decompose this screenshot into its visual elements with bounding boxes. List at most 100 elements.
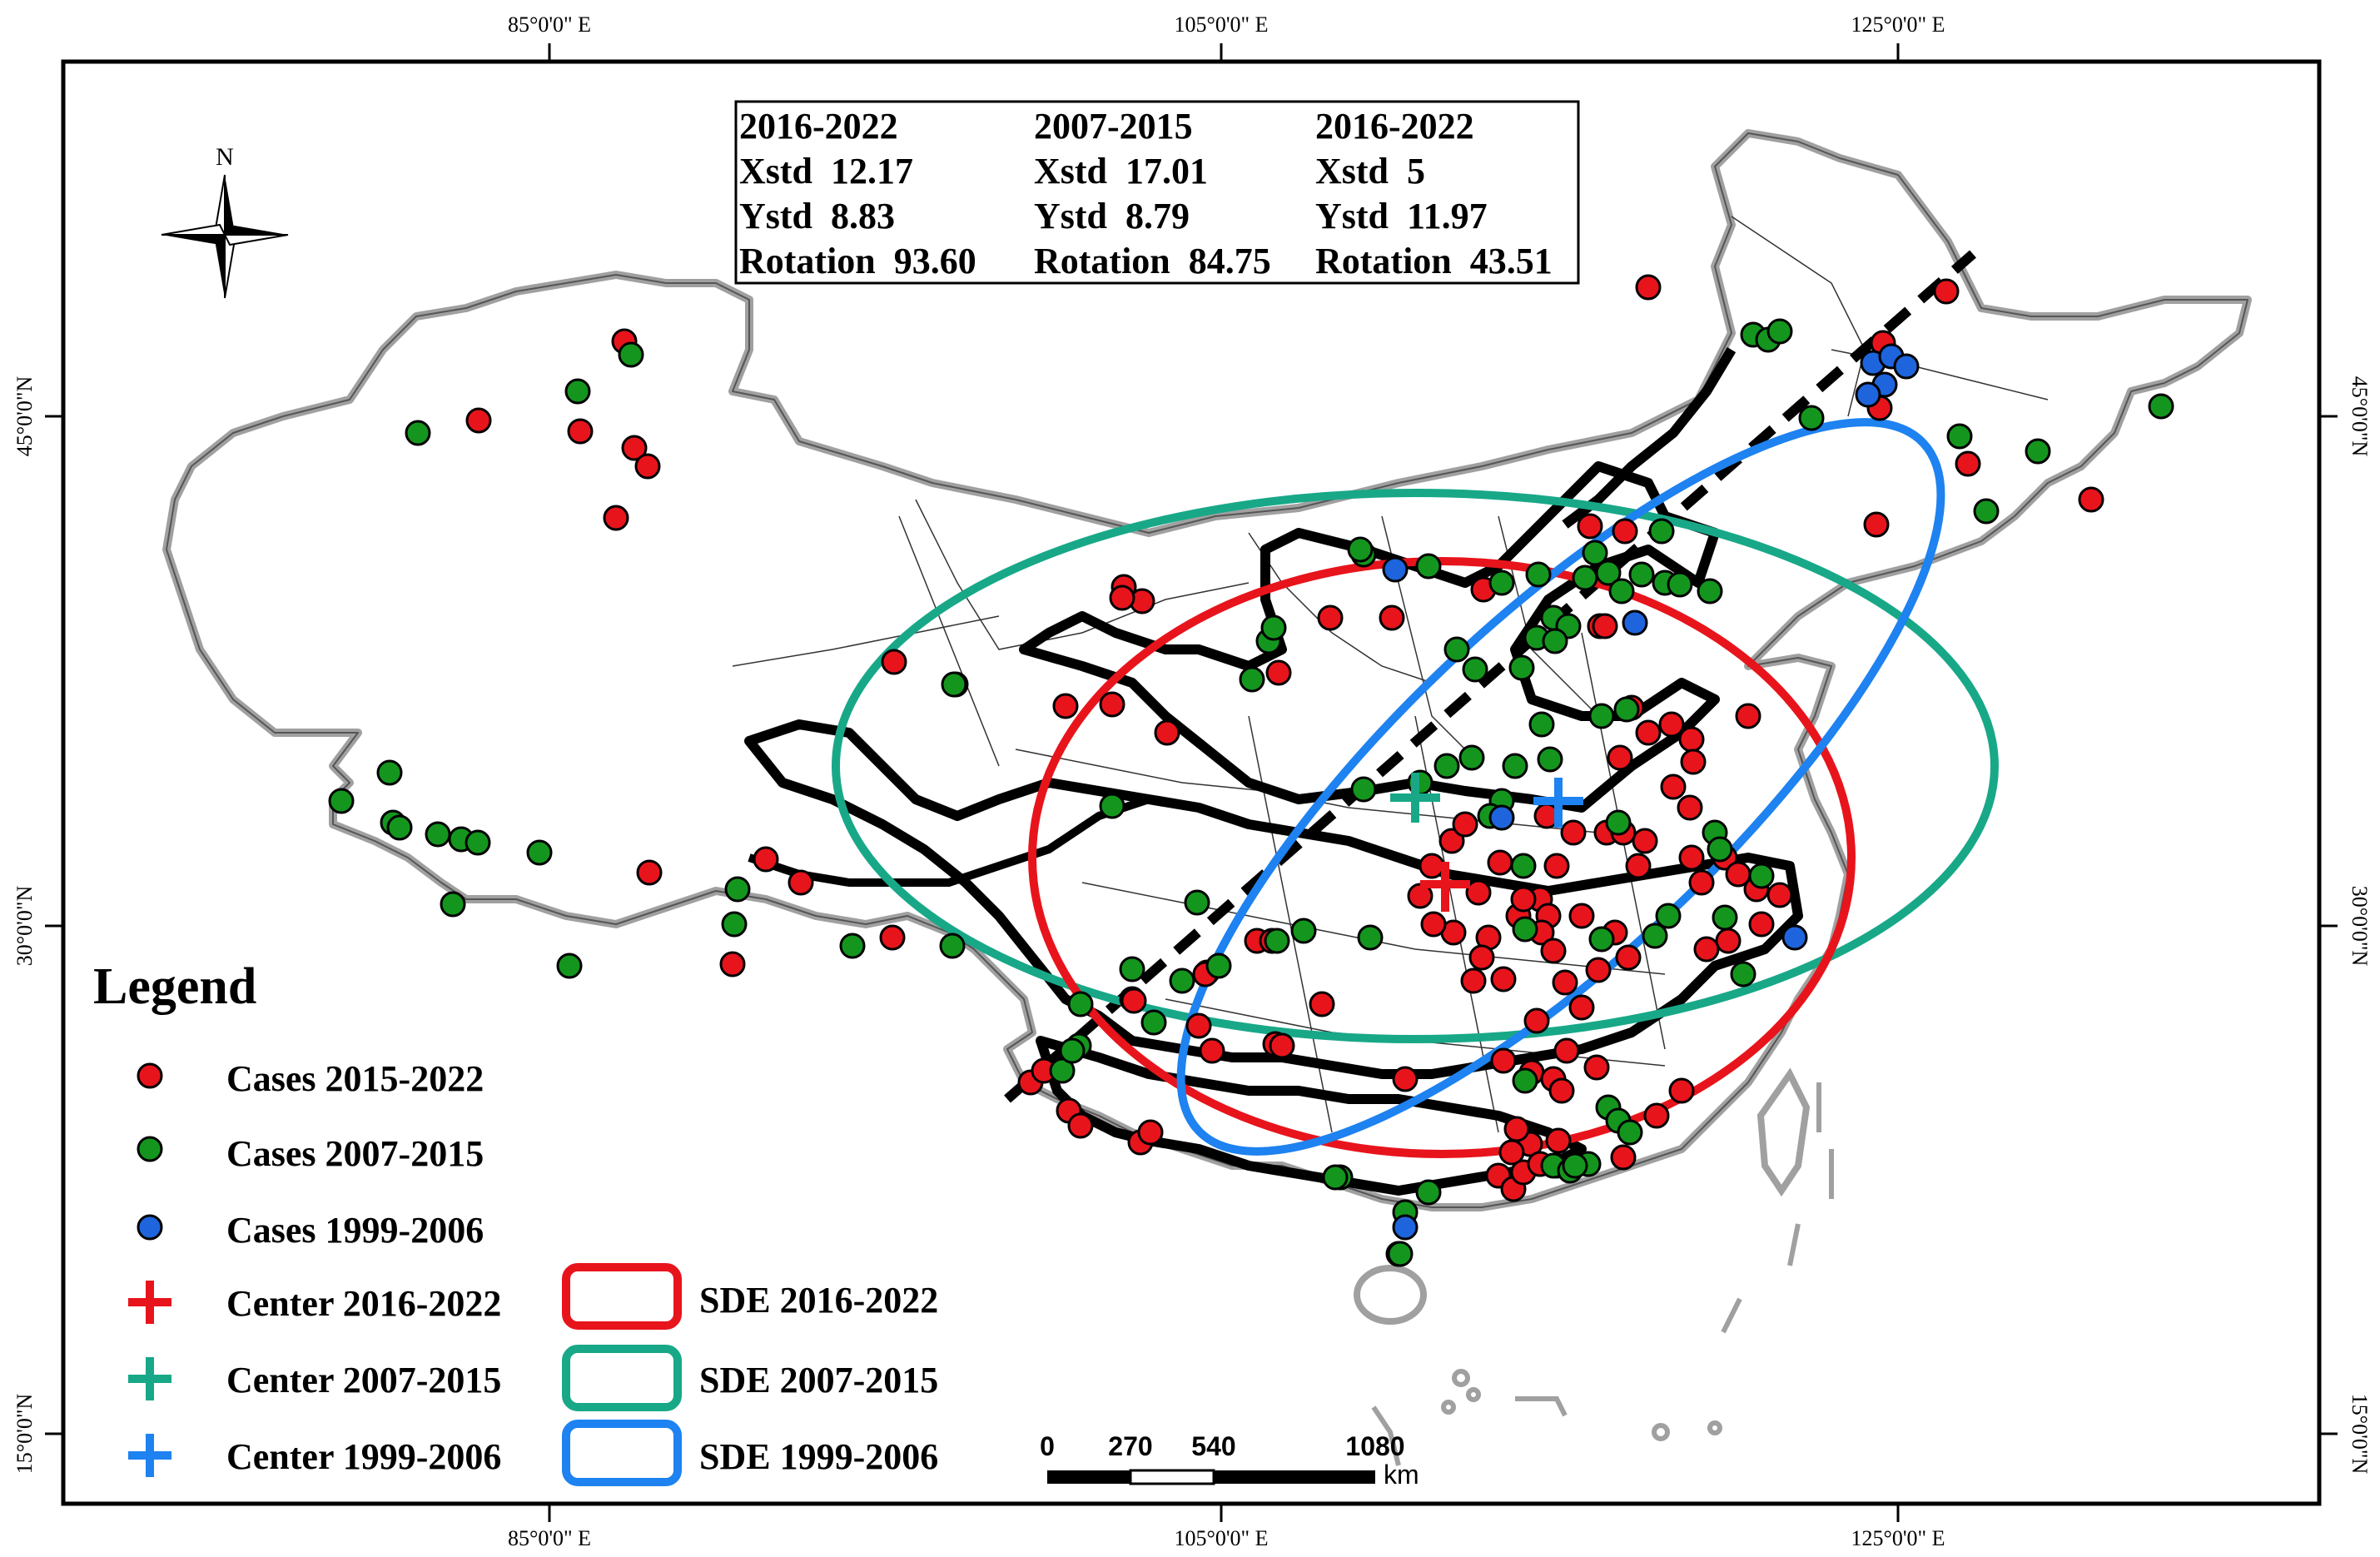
case-point	[1568, 903, 1595, 929]
case-point	[376, 759, 403, 786]
legend-red-dot-icon	[137, 1062, 163, 1089]
left-tick-15: 15°0'0"N	[12, 1394, 37, 1475]
case-point	[1588, 926, 1615, 953]
case-point	[1697, 578, 1723, 604]
stats-col1-period: 2016-2022	[739, 106, 898, 147]
legend-sde-1999-2006: SDE 1999-2006	[699, 1436, 938, 1477]
scale-bar: 0 270 540 1080 km	[1040, 1431, 1419, 1490]
case-point	[1528, 711, 1555, 738]
north-arrow: N	[161, 143, 289, 299]
case-point	[1635, 719, 1662, 746]
case-point	[1525, 561, 1552, 588]
case-point	[1239, 666, 1265, 693]
case-point	[526, 839, 553, 866]
center-2016-2022-marker	[1420, 862, 1470, 912]
case-point	[1120, 987, 1147, 1014]
case-point	[1658, 711, 1685, 738]
case-point	[1648, 518, 1675, 545]
case-point	[1265, 659, 1292, 686]
case-point	[1462, 656, 1488, 683]
case-point	[721, 911, 748, 938]
case-point	[1678, 844, 1705, 871]
case-point	[1798, 405, 1825, 431]
case-point	[879, 924, 906, 951]
case-point	[1946, 423, 1973, 450]
legend-blue-ellipse-icon	[562, 1420, 682, 1486]
case-point	[1322, 1164, 1349, 1191]
case-point	[1317, 604, 1344, 631]
case-point	[1667, 571, 1693, 598]
right-tick-30: 30°0'0"N	[2348, 886, 2372, 967]
stats-col2-xstd: Xstd 17.01	[1034, 151, 1208, 192]
case-point	[2078, 486, 2104, 513]
case-point	[1498, 1139, 1525, 1166]
case-point	[1099, 793, 1125, 819]
top-tick-85: 85°0'0" E	[508, 12, 591, 37]
case-point	[1458, 744, 1485, 771]
case-point	[465, 829, 491, 856]
tick-marks	[45, 43, 2338, 1522]
legend-green-dot-icon	[137, 1136, 163, 1162]
case-point	[1712, 904, 1738, 931]
sde-2007-2015-ellipse	[832, 489, 1999, 1043]
stats-col2-ystd: Ystd 8.79	[1034, 196, 1190, 236]
case-point	[939, 933, 966, 959]
stats-col3-xstd: Xstd 5	[1315, 151, 1425, 192]
case-point	[1707, 836, 1733, 863]
bottom-tick-105: 105°0'0" E	[1174, 1526, 1268, 1550]
stats-box-frame	[734, 100, 1580, 285]
case-point	[1655, 903, 1682, 929]
cases-2007-2015-points	[328, 318, 2174, 1267]
case-point	[1605, 809, 1632, 836]
yangtze-river-basin	[744, 719, 1803, 1079]
case-point	[1347, 536, 1374, 563]
case-point	[1433, 753, 1460, 779]
legend-sde-2007-2015: SDE 2007-2015	[699, 1360, 938, 1400]
case-point	[1748, 911, 1775, 938]
right-tick-15: 15°0'0"N	[2348, 1394, 2372, 1475]
case-point	[1537, 746, 1563, 773]
case-point	[618, 341, 644, 368]
case-point	[564, 378, 591, 405]
case-point	[465, 407, 492, 434]
sde-2016-2022-ellipse	[1028, 557, 1856, 1158]
case-point	[1730, 961, 1756, 987]
stats-col2-rotation: Rotation 84.75	[1034, 241, 1271, 281]
case-point	[1615, 944, 1642, 971]
china-outline-inner	[166, 132, 2248, 1208]
case-point	[1309, 991, 1335, 1017]
case-point	[1512, 1067, 1538, 1094]
stats-col3-period: 2016-2022	[1315, 106, 1474, 147]
case-point	[1781, 924, 1808, 951]
case-point	[567, 418, 594, 445]
case-point	[881, 649, 907, 675]
case-point	[1973, 498, 2000, 525]
case-point	[1185, 1012, 1212, 1039]
case-point	[1748, 863, 1775, 889]
case-point	[2025, 438, 2051, 465]
case-point	[1545, 1127, 1572, 1154]
case-point	[1642, 923, 1668, 949]
north-arrow-n-black	[225, 175, 235, 235]
case-point	[1137, 1119, 1164, 1146]
case-point	[1049, 1057, 1076, 1084]
case-point	[1955, 450, 1981, 477]
case-point	[1420, 911, 1447, 938]
case-point	[1260, 614, 1287, 641]
case-point	[1490, 966, 1517, 992]
case-point	[1688, 869, 1715, 896]
case-point	[1510, 886, 1537, 913]
case-point	[1154, 719, 1180, 746]
north-arrow-e-black	[225, 225, 288, 235]
case-point	[1680, 749, 1707, 775]
case-point	[1443, 636, 1470, 663]
case-point	[1562, 1152, 1588, 1179]
legend-title: Legend	[93, 958, 256, 1015]
case-point	[1568, 994, 1595, 1021]
case-point	[1059, 1037, 1086, 1064]
case-point	[1585, 957, 1612, 983]
case-point	[719, 951, 746, 977]
case-point	[1382, 556, 1409, 583]
case-point	[941, 671, 967, 698]
case-point	[1766, 882, 1793, 908]
